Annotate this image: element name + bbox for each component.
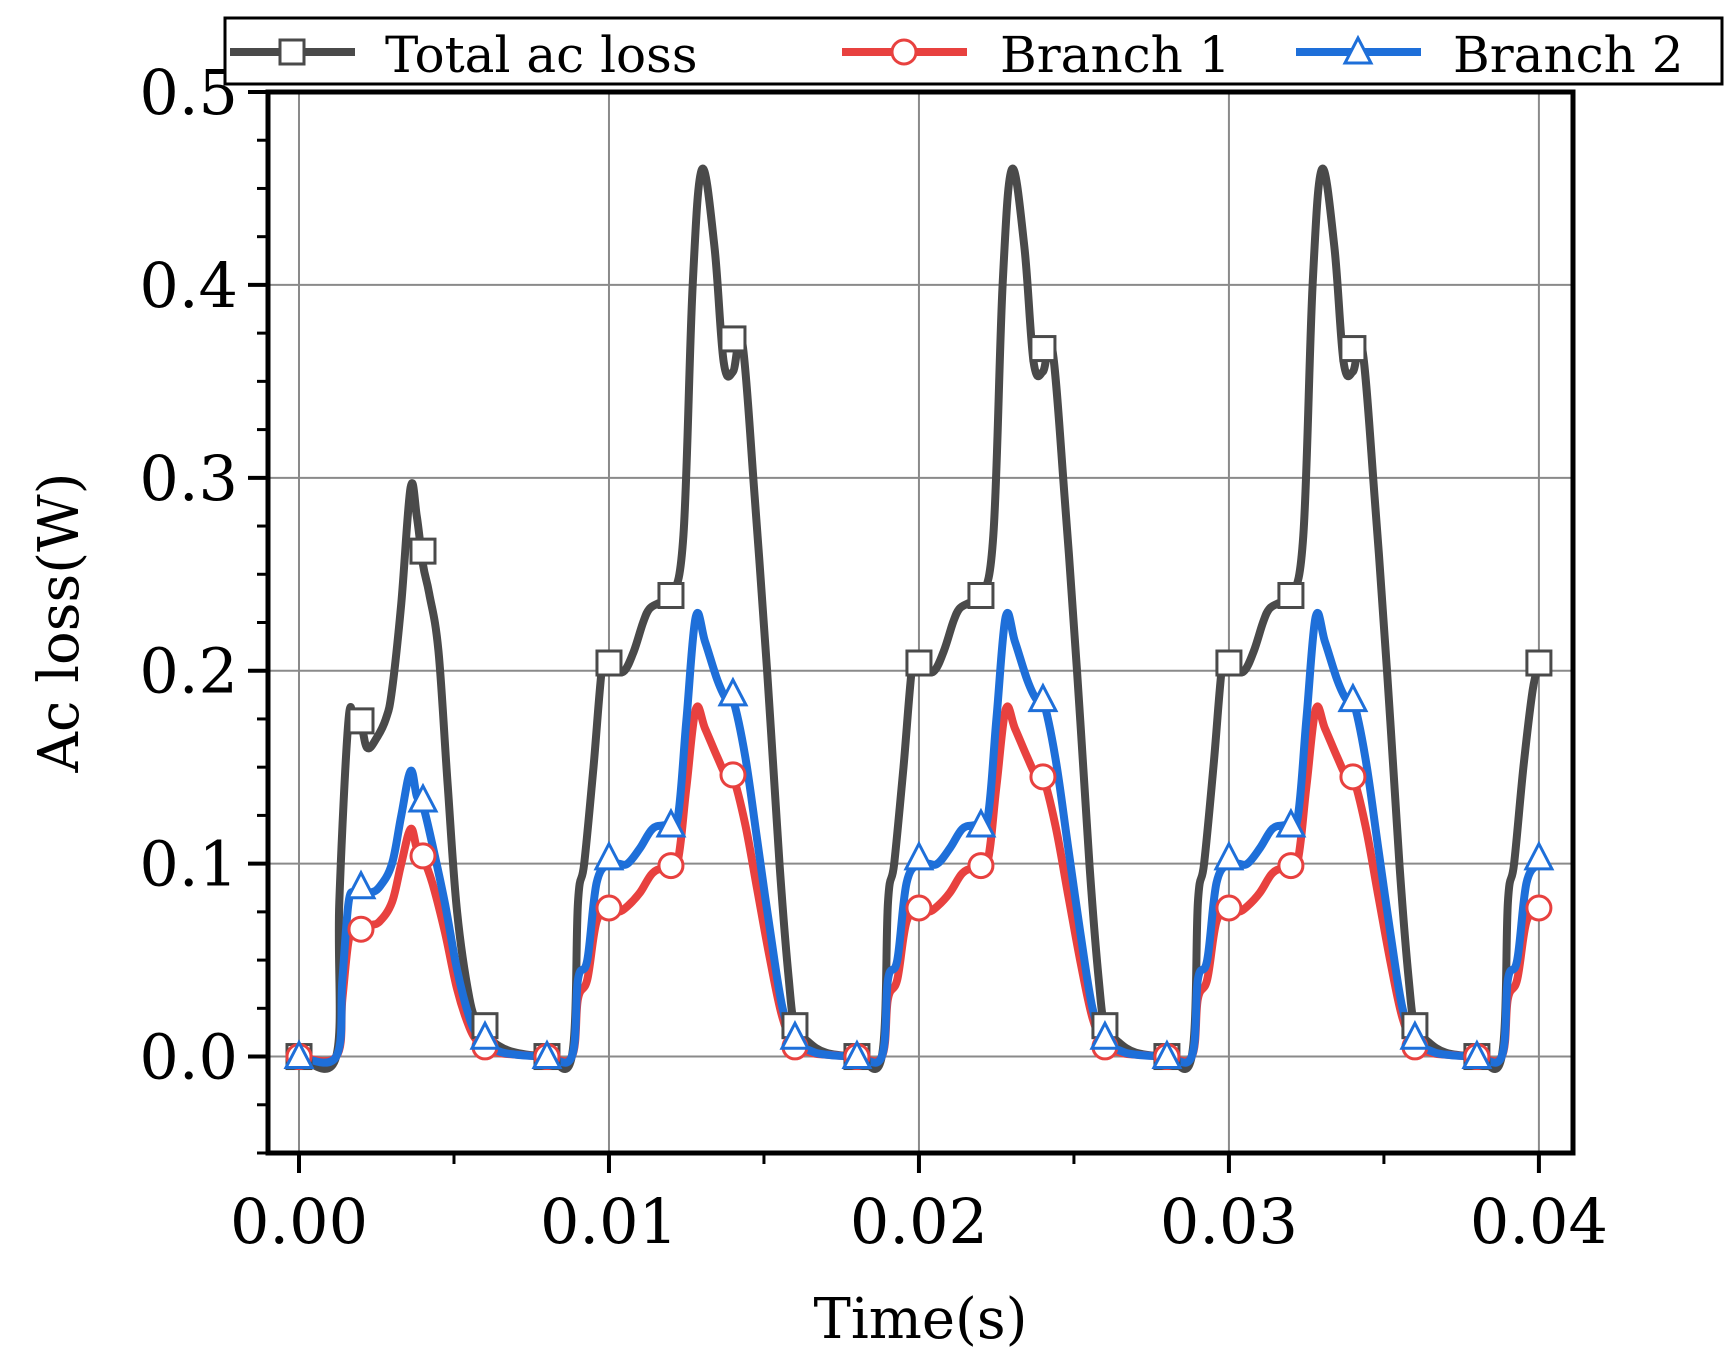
data-point-branch-2 — [841, 1039, 873, 1070]
x-tick-label: 0.04 — [1470, 1185, 1608, 1258]
data-point-total-ac-loss — [657, 581, 685, 609]
x-tick-label: 0.01 — [540, 1185, 678, 1258]
data-point-branch-1 — [905, 894, 933, 922]
data-point-branch-2 — [779, 1020, 811, 1050]
data-point-branch-2 — [1151, 1039, 1183, 1070]
data-point-branch-2 — [407, 782, 439, 813]
x-tick-label: 0.00 — [230, 1185, 368, 1258]
legend: Total ac loss Branch 1 Branch 2 — [223, 16, 1724, 86]
x-tick-label: 0.03 — [1160, 1185, 1298, 1258]
data-point-branch-1 — [347, 915, 375, 943]
ticks: 0.00 0.01 0.02 0.03 0.04 0.0 0.1 0.2 0.3 0.4 0.5 — [139, 56, 1608, 1258]
x-tick-label: 0.02 — [850, 1185, 988, 1258]
legend-marker-branch-2 — [1342, 34, 1374, 65]
data-point-branch-2 — [1461, 1039, 1493, 1070]
data-point-branch-2 — [345, 869, 377, 900]
data-point-total-ac-loss — [1525, 649, 1553, 677]
y-tick-label: 0.4 — [139, 249, 238, 322]
data-point-total-ac-loss — [347, 707, 375, 735]
data-point-total-ac-loss — [967, 581, 995, 609]
data-point-branch-1 — [409, 842, 437, 870]
data-point-branch-1 — [967, 852, 995, 880]
data-point-branch-1 — [657, 852, 685, 880]
data-point-branch-2 — [1399, 1020, 1431, 1050]
data-point-total-ac-loss — [1339, 335, 1367, 363]
data-point-branch-1 — [1525, 894, 1553, 922]
data-point-total-ac-loss — [409, 537, 437, 565]
legend-marker-branch-1 — [890, 38, 918, 66]
data-point-branch-2 — [1089, 1020, 1121, 1050]
x-axis-title: Time(s) — [814, 1287, 1028, 1352]
data-point-branch-2 — [965, 807, 997, 838]
y-axis-title: Ac loss(W) — [27, 473, 92, 774]
y-tick-label: 0.0 — [139, 1021, 238, 1094]
legend-marker-total-ac-loss — [278, 38, 306, 66]
data-point-branch-2 — [531, 1039, 563, 1070]
data-point-branch-1 — [1277, 852, 1305, 880]
data-point-branch-2 — [1027, 682, 1059, 713]
data-point-branch-2 — [655, 807, 687, 838]
data-point-total-ac-loss — [1215, 649, 1243, 677]
legend-label-branch-1: Branch 1 — [1000, 26, 1231, 84]
data-point-branch-1 — [1029, 763, 1057, 791]
data-point-total-ac-loss — [595, 649, 623, 677]
data-point-branch-2 — [1275, 807, 1307, 838]
legend-box — [223, 16, 1724, 86]
series-layer — [283, 164, 1555, 1074]
legend-label-total-ac-loss: Total ac loss — [385, 26, 697, 84]
y-tick-label: 0.2 — [139, 635, 238, 708]
y-tick-label: 0.3 — [139, 442, 238, 515]
data-point-total-ac-loss — [905, 649, 933, 677]
data-point-branch-2 — [1523, 840, 1555, 871]
data-point-branch-1 — [719, 761, 747, 789]
data-point-total-ac-loss — [719, 325, 747, 353]
y-tick-label: 0.5 — [139, 56, 238, 129]
data-point-branch-2 — [903, 840, 935, 871]
data-point-branch-2 — [283, 1039, 315, 1070]
data-point-total-ac-loss — [1029, 335, 1057, 363]
data-point-branch-2 — [1213, 840, 1245, 871]
data-point-branch-1 — [595, 894, 623, 922]
data-point-branch-1 — [1215, 894, 1243, 922]
markers-branch-2 — [283, 676, 1555, 1070]
data-point-branch-2 — [593, 840, 625, 871]
legend-label-branch-2: Branch 2 — [1453, 26, 1684, 84]
y-tick-label: 0.1 — [139, 828, 238, 901]
data-point-branch-2 — [1337, 682, 1369, 713]
data-point-total-ac-loss — [1277, 581, 1305, 609]
data-point-branch-2 — [469, 1020, 501, 1050]
data-point-branch-2 — [717, 676, 749, 707]
data-point-branch-1 — [1339, 763, 1367, 791]
